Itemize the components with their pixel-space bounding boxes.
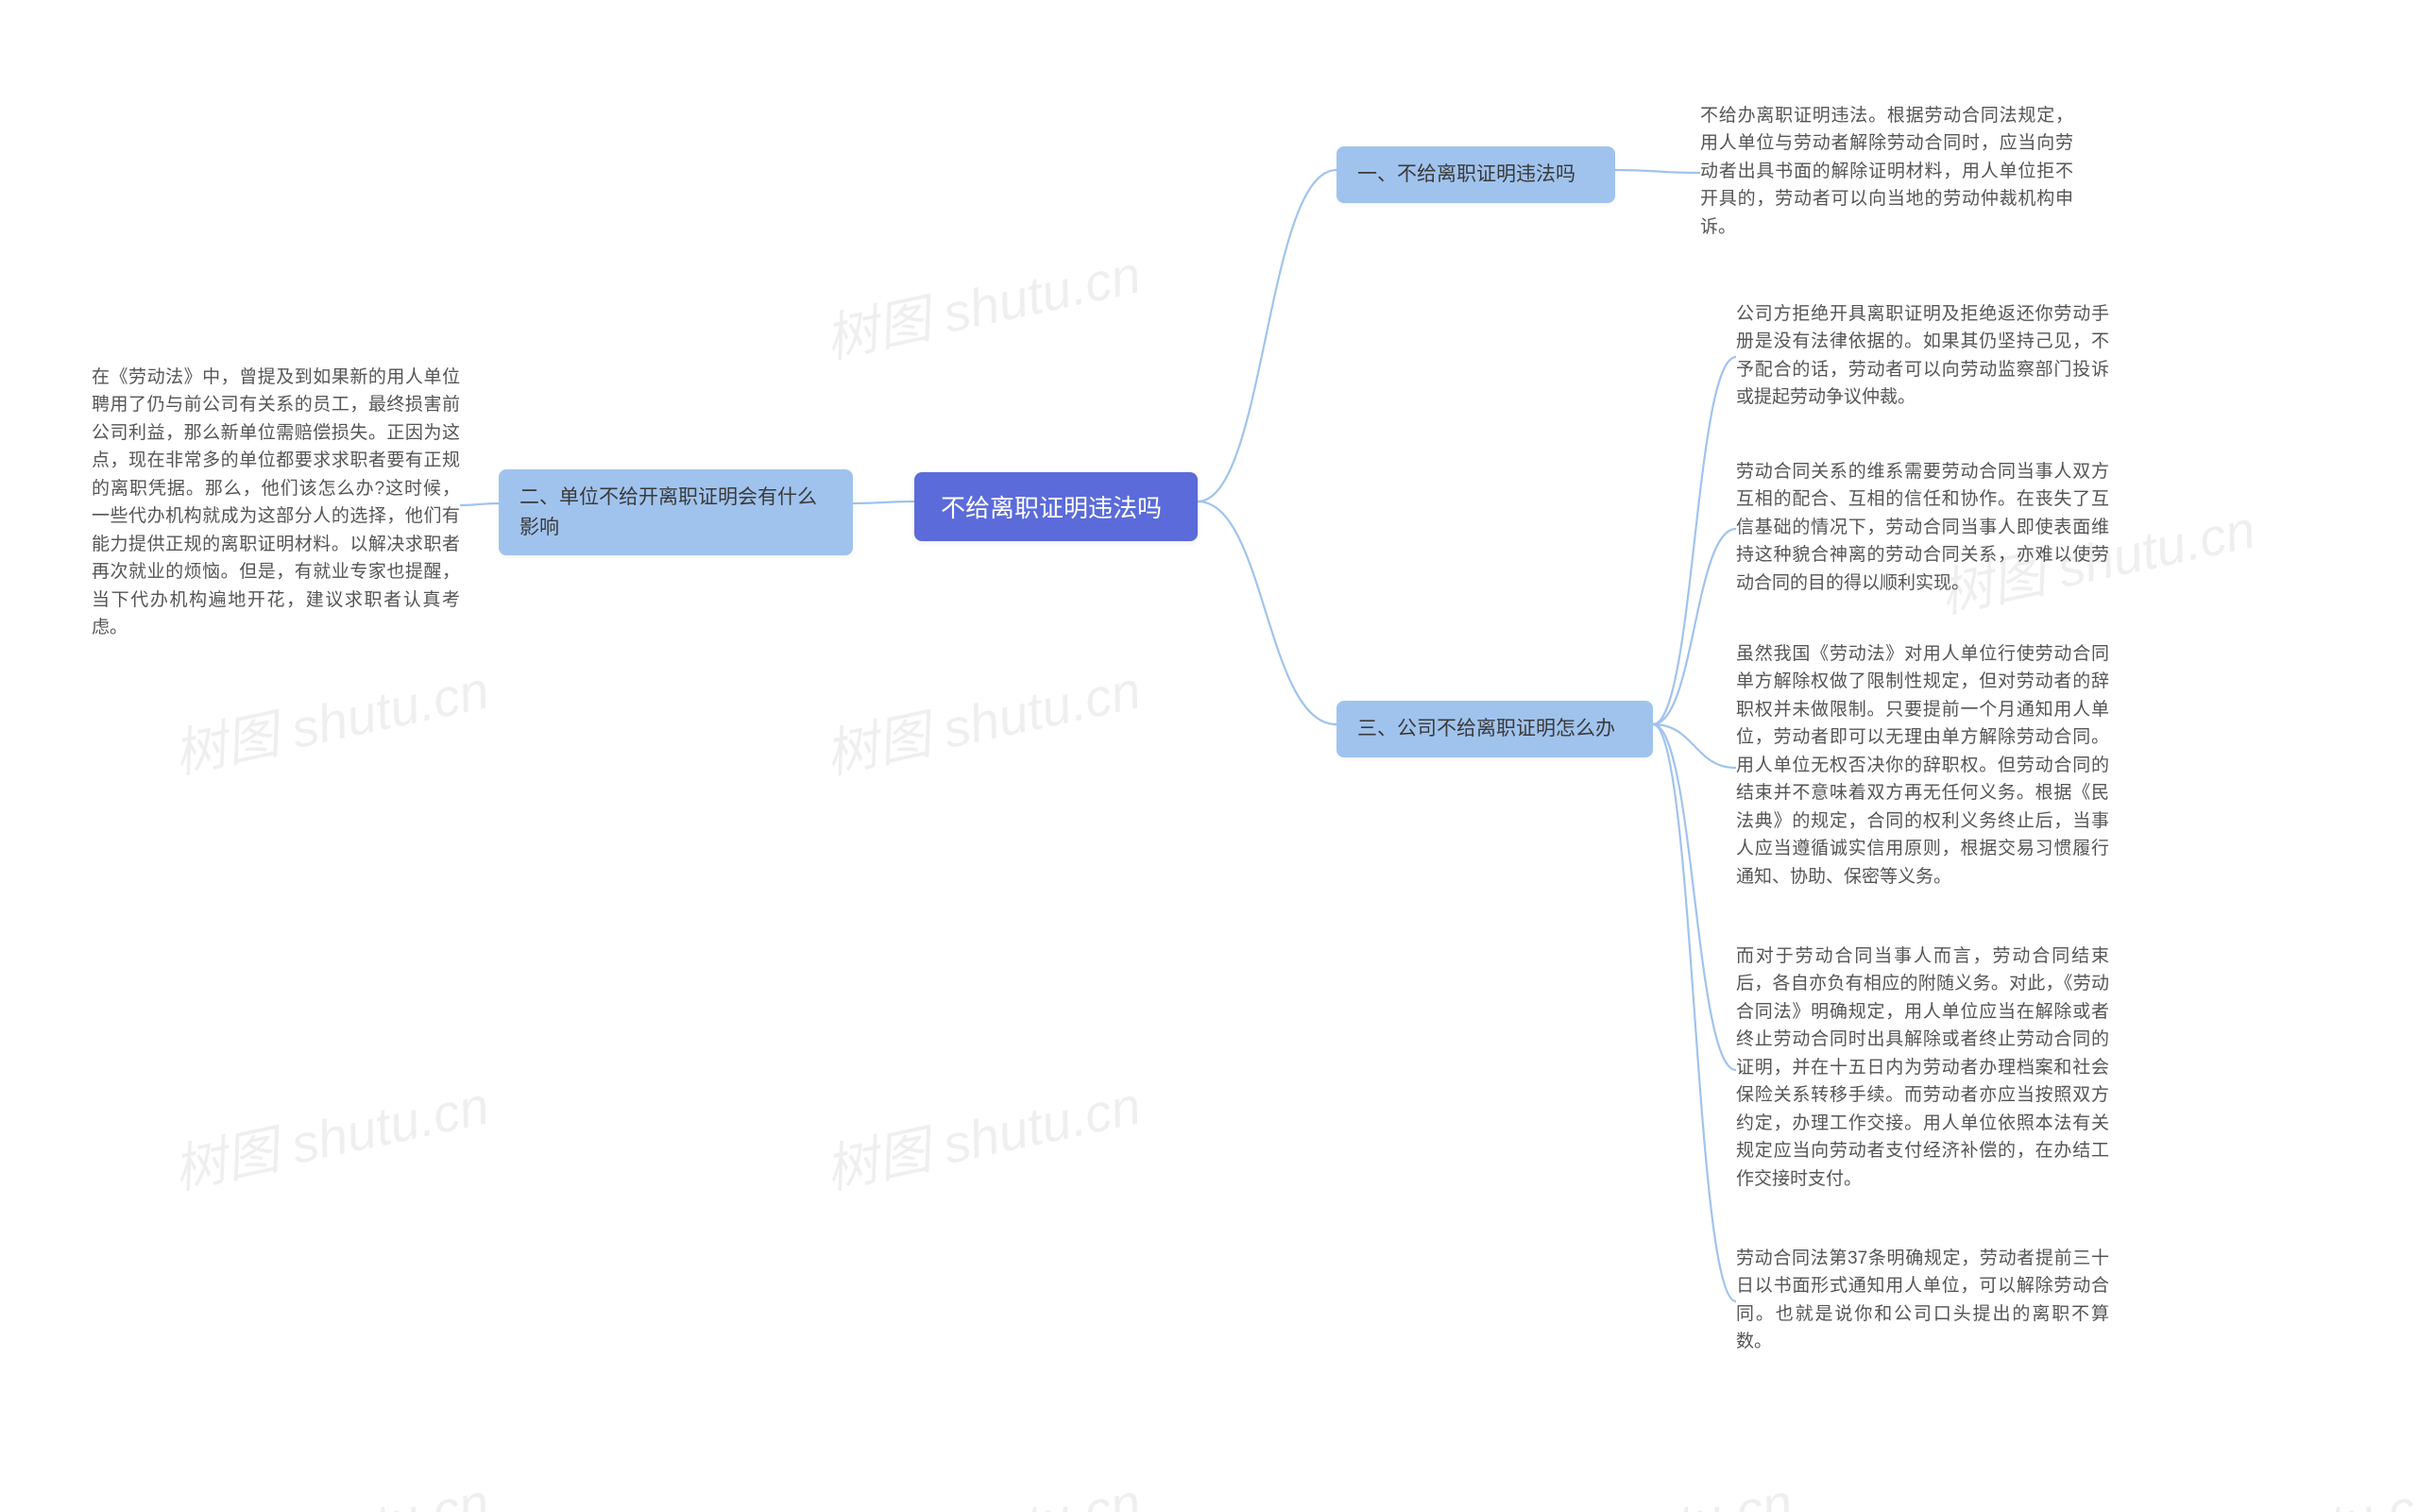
watermark-2: 树图 shutu.cn [817,648,1147,790]
mindmap-branch-right-1: 三、公司不给离职证明怎么办 [1337,701,1653,757]
mindmap-leaf-right-1-4: 劳动合同法第37条明确规定，劳动者提前三十日以书面形式通知用人单位，可以解除劳动… [1736,1245,2109,1356]
mindmap-root: 不给离职证明违法吗 [914,472,1198,541]
mindmap-leaf-right-1-3: 而对于劳动合同当事人而言，劳动合同结束后，各自亦负有相应的附随义务。对此，《劳动… [1736,943,2109,1193]
watermark-9: 树图 shutu.cn [2120,1460,2418,1512]
watermark-4: 树图 shutu.cn [817,1063,1147,1205]
watermark-6: 树图 shutu.cn [165,1460,495,1512]
mindmap-branch-right-0: 一、不给离职证明违法吗 [1337,146,1615,203]
mindmap-leaf-right-1-1: 劳动合同关系的维系需要劳动合同当事人双方互相的配合、互相的信任和协作。在丧失了互… [1736,458,2109,597]
watermark-3: 树图 shutu.cn [165,1063,495,1205]
mindmap-leaf-left: 在《劳动法》中，曾提及到如果新的用人单位聘用了仍与前公司有关系的员工，最终损害前… [92,364,460,641]
mindmap-branch-left: 二、单位不给开离职证明会有什么影响 [499,469,853,555]
mindmap-leaf-right-1-0: 公司方拒绝开具离职证明及拒绝返还你劳动手册是没有法律依据的。如果其仍坚持己见，不… [1736,300,2109,412]
mindmap-leaf-right-0-0: 不给办离职证明违法。根据劳动合同法规定，用人单位与劳动者解除劳动合同时，应当向劳… [1700,102,2073,241]
mindmap-leaf-right-1-2: 虽然我国《劳动法》对用人单位行使劳动合同单方解除权做了限制性规定，但对劳动者的辞… [1736,640,2109,891]
watermark-1: 树图 shutu.cn [817,232,1147,374]
watermark-5: 树图 shutu.cn [817,1460,1147,1512]
watermark-7: 树图 shutu.cn [1469,1460,1798,1512]
watermark-0: 树图 shutu.cn [165,648,495,790]
